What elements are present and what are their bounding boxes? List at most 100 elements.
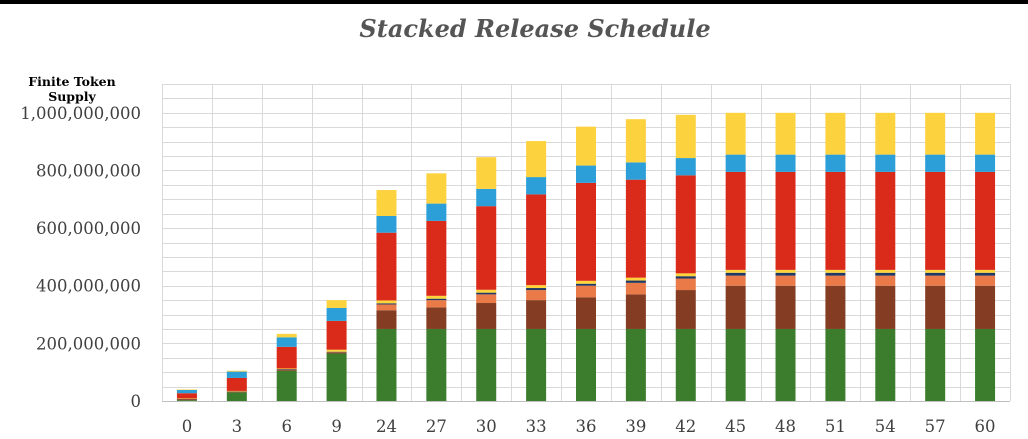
bar-segment-54-0: [875, 328, 896, 401]
bar-segment-54-7: [875, 112, 896, 155]
x-tick-label: 27: [426, 417, 447, 436]
bar-segment-24-2: [376, 304, 397, 311]
bar-segment-3-3: [226, 391, 247, 392]
x-tick-label: 3: [232, 417, 243, 436]
bar-segment-9-2: [326, 352, 347, 353]
bar-segment-0-5: [176, 393, 197, 399]
bar-segment-9-4: [326, 349, 347, 352]
bar-segment-24-1: [376, 310, 397, 329]
bar-segment-33-0: [526, 328, 547, 401]
x-tick-label: 57: [925, 417, 946, 436]
bar-segment-24-4: [376, 300, 397, 304]
y-axis-label: Finite Token Supply: [28, 74, 116, 104]
bar-segment-39-0: [625, 328, 646, 401]
x-tick-label: 30: [476, 417, 497, 436]
bar-segment-60-2: [975, 275, 996, 286]
bar-segment-45-4: [725, 269, 746, 273]
bar-segment-60-3: [975, 272, 996, 276]
bar-segment-3-1: [226, 391, 247, 393]
bar-segment-51-7: [825, 112, 846, 155]
bar-segment-42-1: [675, 290, 696, 329]
bar-segment-27-3: [426, 298, 447, 301]
bar-segment-51-1: [825, 285, 846, 329]
bar-segment-27-6: [426, 203, 447, 221]
chart-title: Stacked Release Schedule: [359, 14, 711, 43]
bar-segment-3-2: [226, 391, 247, 392]
x-tick-label: 39: [625, 417, 646, 436]
x-tick-label: 60: [975, 417, 996, 436]
bar-segment-54-4: [875, 269, 896, 273]
bar-segment-45-2: [725, 275, 746, 286]
bar-segment-33-3: [526, 288, 547, 291]
bar-segment-54-3: [875, 272, 896, 276]
bar-segment-39-7: [625, 119, 646, 163]
bar-segment-36-4: [576, 280, 596, 284]
x-tick-label: 24: [376, 417, 397, 436]
bar-segment-3-6: [226, 371, 247, 378]
bar-segment-33-7: [526, 141, 547, 178]
bar-segment-3-4: [226, 390, 247, 392]
bar-segment-27-5: [426, 220, 447, 296]
bar-segment-36-2: [576, 285, 596, 298]
bar-segment-51-4: [825, 269, 846, 273]
bar-segment-0-1: [176, 399, 197, 401]
bar-segment-24-3: [376, 303, 397, 305]
bar-segment-57-7: [925, 112, 946, 155]
bar-segment-33-6: [526, 177, 547, 195]
bar-segment-42-7: [675, 114, 696, 159]
bar-segment-33-1: [526, 300, 547, 329]
bar-segment-45-1: [725, 285, 746, 329]
bar-segment-24-5: [376, 232, 397, 301]
x-tick-label: 42: [675, 417, 696, 436]
bar-segment-9-1: [326, 352, 347, 354]
bar-segment-30-4: [476, 289, 497, 293]
bar-segment-48-0: [775, 328, 796, 401]
bar-segment-0-2: [176, 398, 197, 400]
bar-segment-0-6: [176, 389, 197, 394]
bar-segment-30-0: [476, 328, 497, 401]
y-tick-label: 800,000,000: [36, 161, 141, 180]
bar-segment-6-5: [276, 346, 297, 369]
bar-segment-60-4: [975, 269, 996, 273]
bar-segment-27-0: [426, 328, 447, 401]
bar-segment-51-0: [825, 328, 846, 401]
bar-segment-54-1: [875, 285, 896, 329]
bar-segment-3-5: [226, 377, 247, 391]
bar-segment-36-7: [576, 126, 596, 166]
bar-segment-54-6: [875, 154, 896, 172]
bar-segment-57-2: [925, 275, 946, 286]
bar-segment-39-1: [625, 294, 646, 329]
bar-segment-54-2: [875, 275, 896, 286]
x-tick-label: 51: [825, 417, 846, 436]
bar-segment-6-0: [276, 370, 297, 401]
x-tick-label: 54: [875, 417, 896, 436]
bar-segment-42-0: [675, 328, 696, 401]
bar-segment-9-5: [326, 320, 347, 350]
bar-segment-9-6: [326, 307, 347, 321]
bar-segment-45-0: [725, 328, 746, 401]
y-tick-label: 600,000,000: [36, 219, 141, 238]
bar-segment-51-5: [825, 171, 846, 270]
bar-segment-36-0: [576, 328, 596, 401]
bar-segment-42-6: [675, 158, 696, 176]
bar-segment-57-5: [925, 171, 946, 270]
bar-segment-60-0: [975, 328, 996, 401]
bar-segment-60-7: [975, 112, 996, 155]
bar-segment-48-3: [775, 272, 796, 276]
bar-segment-57-0: [925, 328, 946, 401]
bar-segment-45-5: [725, 171, 746, 270]
bar-segment-51-2: [825, 275, 846, 286]
bar-segment-3-0: [226, 392, 247, 401]
bar-segment-54-5: [875, 171, 896, 270]
bar-segment-27-7: [426, 173, 447, 204]
bar-segment-57-3: [925, 272, 946, 276]
bar-segment-60-6: [975, 154, 996, 172]
bar-segment-6-2: [276, 369, 297, 370]
bar-segment-30-2: [476, 294, 497, 304]
bar-segment-60-5: [975, 171, 996, 270]
bar-segment-24-7: [376, 190, 397, 216]
bar-segment-30-3: [476, 292, 497, 295]
bar-segment-36-6: [576, 165, 596, 183]
bar-segment-45-3: [725, 272, 746, 276]
bar-segment-6-1: [276, 369, 297, 371]
